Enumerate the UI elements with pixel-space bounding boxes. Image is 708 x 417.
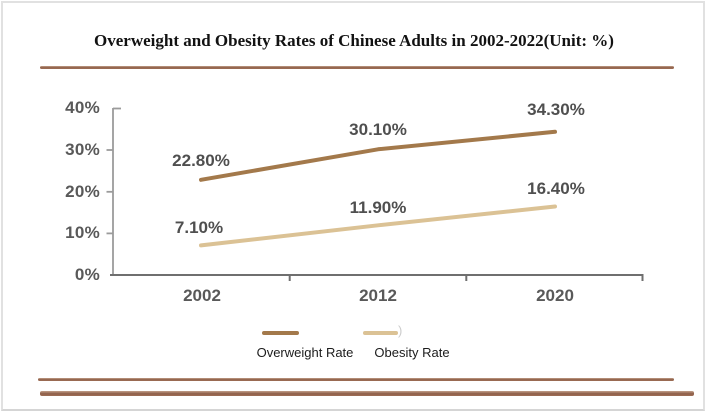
x-tick-label: 2020 <box>536 286 574 305</box>
y-tick-label: 40% <box>65 98 100 117</box>
data-label-obesity-2012: 11.90% <box>349 198 407 217</box>
title-divider <box>40 66 674 69</box>
chart-title: Overweight and Obesity Rates of Chinese … <box>94 31 614 50</box>
legend-label-obesity: Obesity Rate <box>374 345 450 360</box>
footer-divider-thick <box>40 391 694 396</box>
x-tick-label: 2002 <box>183 286 221 305</box>
data-label-obesity-2002: 7.10% <box>174 218 224 237</box>
obesity-line <box>199 204 557 248</box>
stray-glyph: ) <box>398 323 403 338</box>
legend-swatch-obesity <box>363 331 398 335</box>
data-label-overweight-2020: 34.30% <box>527 100 585 119</box>
y-tick-label: 20% <box>65 182 100 201</box>
data-label-overweight-2012: 30.10% <box>349 120 407 139</box>
data-label-overweight-2002: 22.80% <box>172 151 230 170</box>
footer-divider-thin <box>38 378 674 381</box>
y-tick-label: 30% <box>65 140 100 159</box>
overweight-line <box>199 129 557 182</box>
data-label-obesity-2020: 16.40% <box>527 179 585 198</box>
y-tick-label: 0% <box>74 265 100 284</box>
y-tick-label: 10% <box>65 223 100 242</box>
legend-swatch-overweight <box>262 331 299 335</box>
x-tick-label: 2012 <box>359 286 397 305</box>
x-axis <box>110 274 644 281</box>
y-axis <box>106 107 121 275</box>
legend-label-overweight: Overweight Rate <box>256 345 354 360</box>
